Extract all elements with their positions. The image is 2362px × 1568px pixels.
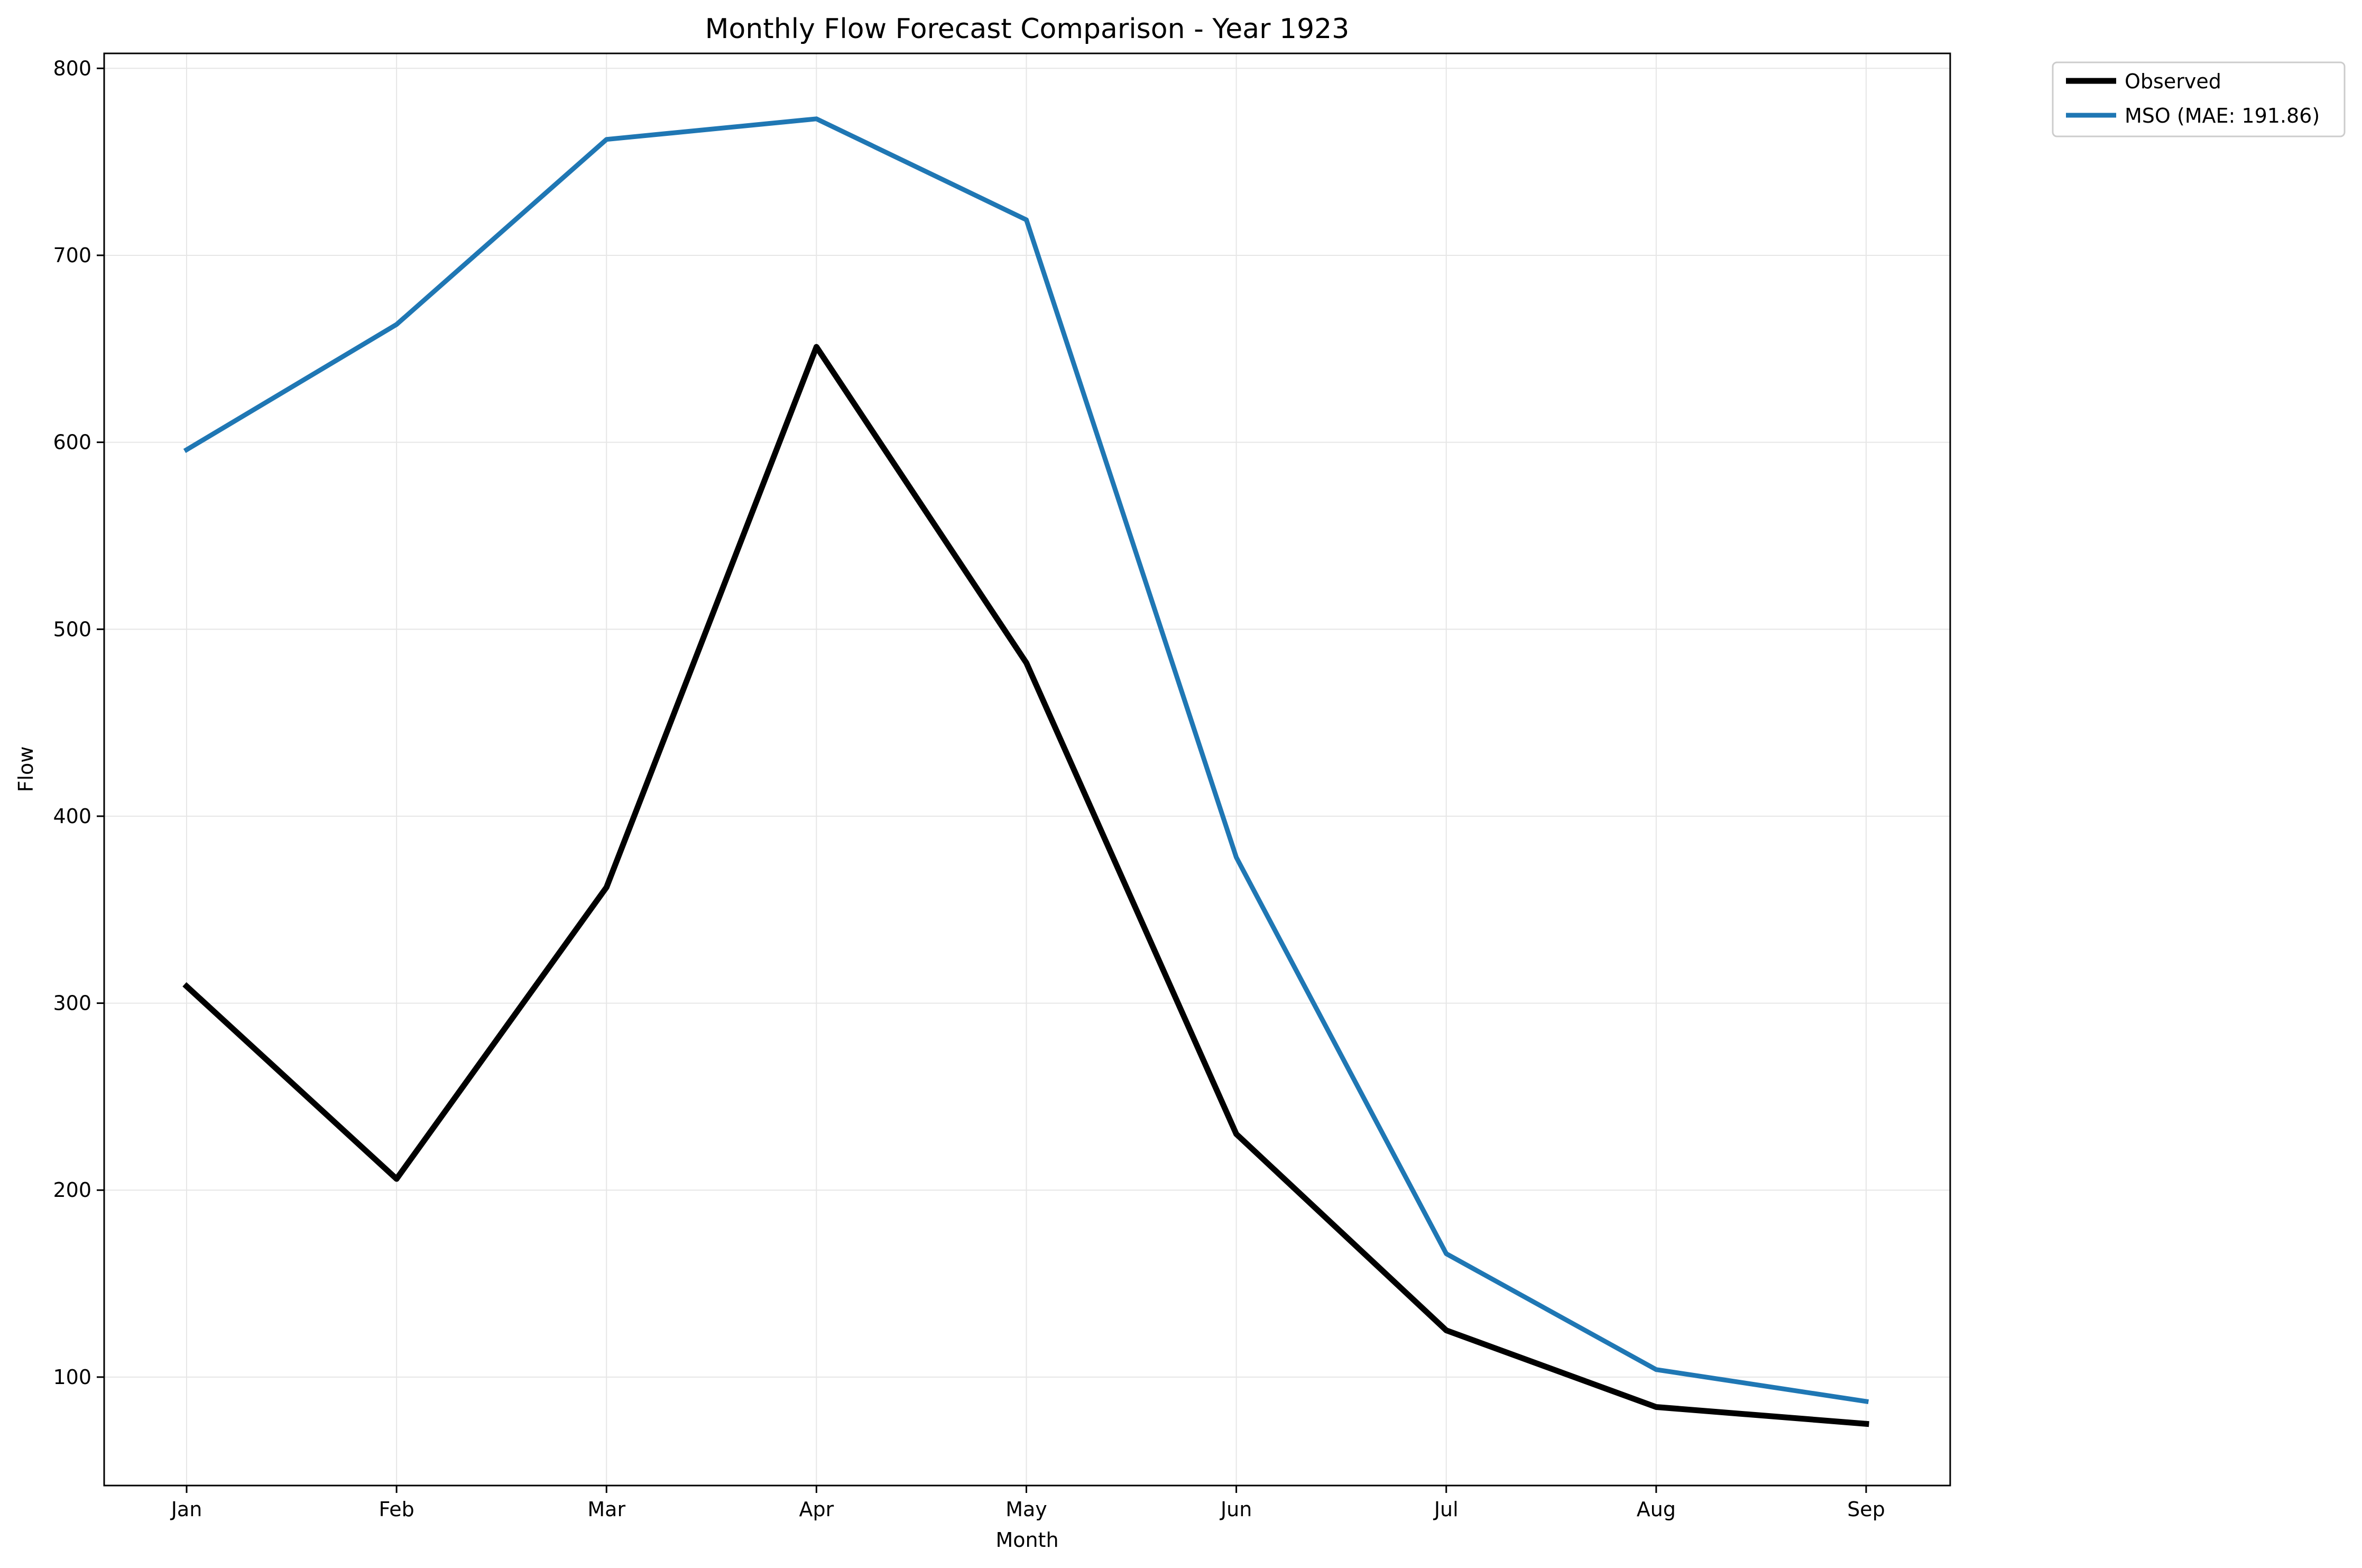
y-tick-label-300: 300: [53, 992, 91, 1015]
x-axis: Jan Feb Mar Apr May Jun Jul Aug Sep: [170, 1486, 1885, 1521]
x-tick-label-aug: Aug: [1637, 1498, 1676, 1521]
x-tick-label-may: May: [1005, 1498, 1047, 1521]
legend: Observed MSO (MAE: 191.86): [2052, 61, 2346, 137]
x-tick-label-jul: Jul: [1433, 1498, 1459, 1521]
chart-title: Monthly Flow Forecast Comparison - Year …: [705, 13, 1350, 45]
x-tick-label-feb: Feb: [379, 1498, 414, 1521]
y-tick-label-800: 800: [53, 57, 91, 80]
legend-box: [2052, 61, 2346, 137]
y-tick-label-400: 400: [53, 805, 91, 828]
x-tick-label-apr: Apr: [799, 1498, 834, 1521]
y-axis: 100 200 300 400 500 600 700 800: [53, 57, 104, 1389]
x-tick-label-sep: Sep: [1847, 1498, 1885, 1521]
y-tick-label-700: 700: [53, 244, 91, 267]
series-line-mso: [183, 116, 1869, 1405]
series-group: [182, 116, 1869, 1427]
y-tick-label-600: 600: [53, 431, 91, 454]
legend-label-mso: MSO (MAE: 191.86): [2125, 104, 2320, 127]
y-tick-label-200: 200: [53, 1178, 91, 1202]
legend-label-observed: Observed: [2125, 70, 2221, 93]
grid: [104, 53, 1950, 1486]
y-axis-label: Flow: [14, 746, 38, 792]
x-axis-label: Month: [995, 1528, 1058, 1552]
x-tick-label-jan: Jan: [170, 1498, 202, 1521]
series-line-observed: [182, 344, 1869, 1427]
x-tick-label-jun: Jun: [1220, 1498, 1252, 1521]
y-tick-label-500: 500: [53, 617, 91, 641]
y-tick-label-100: 100: [53, 1366, 91, 1389]
x-tick-label-mar: Mar: [587, 1498, 625, 1521]
